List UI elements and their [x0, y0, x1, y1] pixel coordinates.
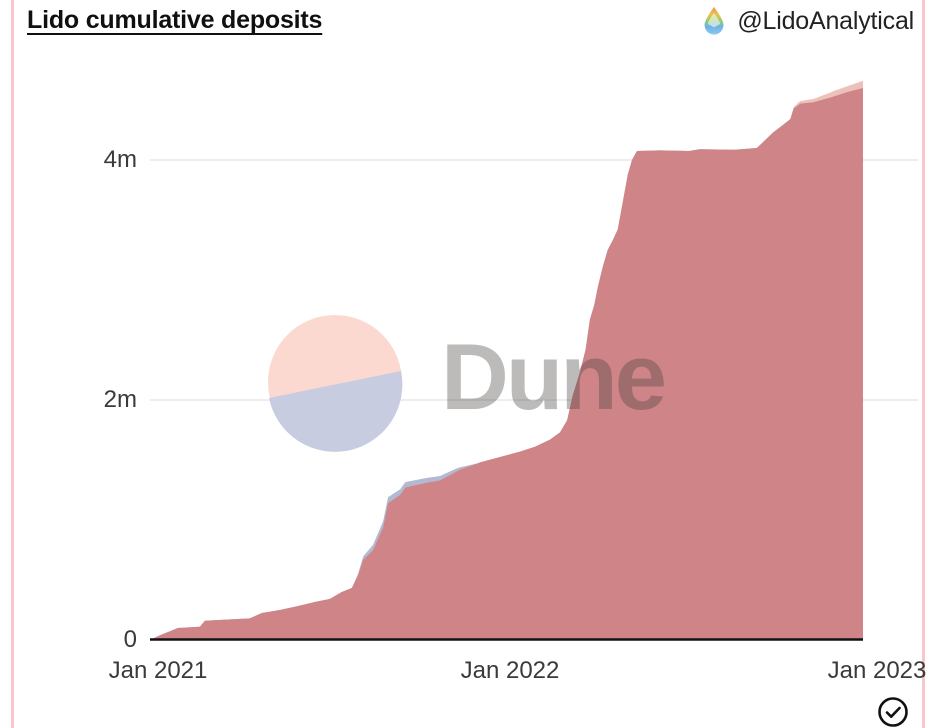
- author-link[interactable]: @LidoAnalytical: [700, 6, 914, 36]
- x-tick-label-jan-2021: Jan 2021: [108, 657, 208, 684]
- dune-watermark-circle-dune: [269, 371, 403, 452]
- lido-drop-icon: [704, 7, 724, 35]
- author-handle: @LidoAnalytical: [737, 6, 914, 35]
- check-circle-icon[interactable]: [877, 696, 911, 728]
- chart-title-link[interactable]: Lido cumulative deposits: [27, 6, 323, 34]
- x-tick-label-jan-2022: Jan 2022: [460, 657, 560, 684]
- y-tick-label-4m: 4m: [103, 146, 137, 173]
- x-tick-label-jan-2023: Jan 2023: [827, 657, 927, 684]
- y-tick-label-2m: 2m: [103, 386, 137, 413]
- y-tick-label-0: 0: [123, 626, 137, 653]
- area-series-1: [150, 88, 863, 640]
